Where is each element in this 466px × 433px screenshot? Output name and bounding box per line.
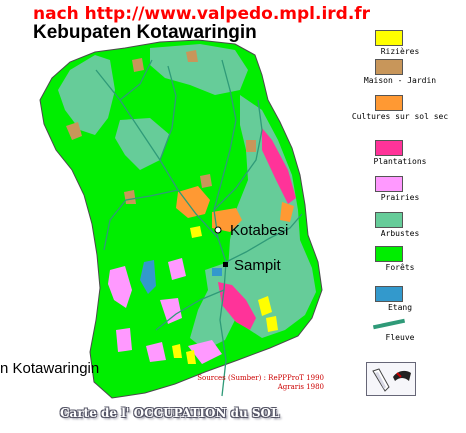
meadow-area-6 (168, 258, 186, 280)
legend-item-maison-jardin: Maison - Jardin (340, 59, 460, 99)
dry-crops-area-3 (280, 202, 294, 222)
source-url[interactable]: nach http://www.valpedo.mpl.ird.fr (33, 4, 371, 24)
sources-line-1: Sources (Sumber) : RePPProT 1990 (197, 374, 324, 382)
legend-item-forets: Forêts (340, 246, 460, 286)
meadow-area-1 (108, 266, 132, 308)
legend-swatch-fleuve (372, 318, 406, 330)
sources-line-2: Agraris 1980 (277, 383, 324, 391)
pond-2 (212, 268, 222, 276)
dry-crops-area-1 (176, 186, 210, 218)
legend-label-forets: Forêts (385, 263, 415, 272)
garden-area-3 (186, 50, 198, 62)
legend-swatch-forets (375, 246, 403, 262)
legend-swatch-prairies (375, 176, 403, 192)
garden-area-4 (246, 140, 256, 152)
legend-swatch-cultures (375, 95, 403, 111)
legend-swatch-rizieres (375, 30, 403, 46)
pond-1 (140, 260, 156, 294)
legend-label-maison-jardin: Maison - Jardin (363, 76, 437, 85)
legend-item-cultures: Cultures sur sol sec (340, 95, 460, 135)
meadow-area-3 (160, 298, 182, 324)
legend-item-plantations: Plantations (340, 140, 460, 180)
sampit-marker (223, 262, 228, 267)
garden-area-5 (200, 174, 212, 188)
rice-field-5 (186, 350, 196, 364)
legend-item-arbustes: Arbustes (340, 212, 460, 252)
legend-label-etang: Etang (387, 303, 413, 312)
logo-graphic-icon (372, 368, 411, 392)
dry-crops-area-2 (212, 208, 242, 232)
legend-item-rizieres: Rizières (340, 30, 460, 70)
legend-label-arbustes: Arbustes (380, 229, 420, 238)
garden-area-1 (66, 122, 82, 140)
legend-label-cultures: Cultures sur sol sec (351, 112, 449, 121)
plantation-area-south (218, 282, 256, 330)
meadow-area-2 (116, 328, 132, 352)
rice-field-2 (258, 296, 272, 316)
plantation-area-east (262, 128, 296, 204)
rice-field-1 (190, 226, 202, 238)
ird-logo[interactable] (366, 362, 416, 396)
legend-label-prairies: Prairies (380, 193, 420, 202)
shrub-zone-east (228, 95, 316, 338)
shrub-zone-south (190, 262, 240, 350)
rice-field-4 (172, 344, 182, 358)
garden-area-6 (124, 190, 136, 204)
place-label-kotabesi: Kotabesi (230, 222, 289, 239)
legend-swatch-plantations (375, 140, 403, 156)
map-title: Kebupaten Kotawaringin (33, 22, 257, 43)
rice-field-3 (266, 316, 278, 332)
legend-swatch-arbustes (375, 212, 403, 228)
legend-label-fleuve: Fleuve (385, 333, 415, 342)
footer-caption: Carte de l' OCCUPATION du SOL (60, 406, 280, 420)
place-label-kotawaringin: n Kotawaringin (0, 360, 100, 377)
legend-label-plantations: Plantations (373, 157, 427, 166)
meadow-area-4 (146, 342, 166, 362)
kotabesi-marker (214, 226, 222, 234)
legend-label-rizieres: Rizières (380, 47, 420, 56)
place-label-sampit: Sampit (234, 257, 281, 274)
legend-item-prairies: Prairies (340, 176, 460, 216)
legend-item-fleuve: Fleuve (340, 316, 460, 356)
legend-swatch-maison-jardin (375, 59, 403, 75)
sources-note: Sources (Sumber) : RePPProT 1990 Agraris… (184, 374, 324, 392)
river-network (95, 59, 303, 397)
meadow-area-5 (188, 340, 222, 364)
garden-area-2 (132, 58, 144, 72)
shrub-zone-center (115, 118, 170, 170)
legend-item-etang: Etang (340, 286, 460, 326)
legend-swatch-etang (375, 286, 403, 302)
shrub-zone-north (150, 44, 248, 95)
